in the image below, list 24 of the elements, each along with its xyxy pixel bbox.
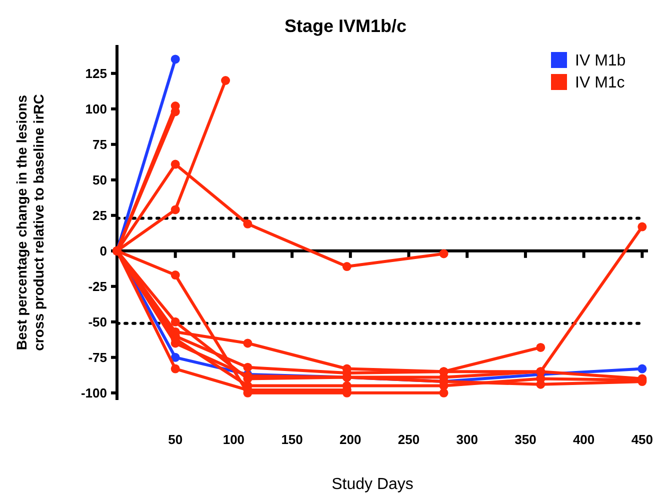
legend-label: IV M1b xyxy=(575,52,626,70)
x-tick-label: 150 xyxy=(281,432,303,447)
y-tick-label: -50 xyxy=(88,314,107,330)
x-tick-label: 450 xyxy=(631,432,654,447)
y-tick-label: 50 xyxy=(92,172,107,188)
y-tick-label: -25 xyxy=(88,278,107,294)
x-tick-label: 100 xyxy=(222,432,245,447)
x-tick-label: 200 xyxy=(340,432,362,447)
y-tick-label: -75 xyxy=(88,350,107,365)
y-tick-label: 75 xyxy=(92,136,107,152)
x-tick-label: 250 xyxy=(398,432,420,447)
y-tick-label: 100 xyxy=(85,101,107,116)
x-tick-label: 400 xyxy=(572,432,595,447)
legend-label: IV M1c xyxy=(575,74,625,92)
x-tick-label: 50 xyxy=(168,432,183,447)
x-tick-label: 300 xyxy=(456,432,478,447)
y-tick-label: 0 xyxy=(100,243,107,258)
y-tick-label: -100 xyxy=(80,385,107,400)
x-tick-label: 350 xyxy=(514,432,536,447)
y-axis-title: Best percentage change in the lesions cross product relative to baseline irRC xyxy=(14,94,46,351)
x-axis-title: Study Days xyxy=(332,476,414,493)
y-tick-label: 125 xyxy=(85,66,107,81)
y-tick-label: 25 xyxy=(92,208,107,223)
chart-title: Stage IVM1b/c xyxy=(284,16,407,36)
